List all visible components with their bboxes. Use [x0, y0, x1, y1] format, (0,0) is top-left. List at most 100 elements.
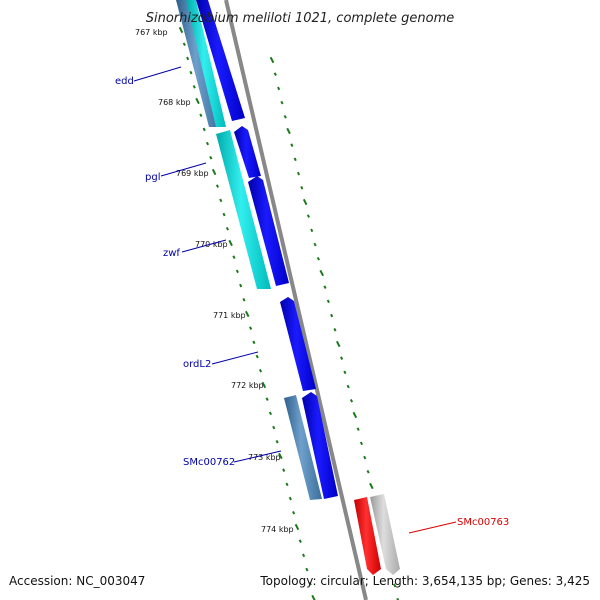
ruler-tick: [261, 381, 267, 389]
leader-line-ordL2: [211, 351, 259, 365]
leader-line-SMc00763: [408, 521, 457, 534]
ruler-tick: [199, 113, 203, 118]
ruler-tick: [209, 155, 213, 160]
ruler-tick: [393, 583, 397, 588]
gene-arrow-pgl-zwf-cyan[interactable]: [216, 130, 271, 289]
ruler-tick: [269, 56, 275, 64]
ruler-tick: [286, 127, 291, 135]
ruler-tick: [235, 269, 239, 274]
gene-arrow-SMc00763[interactable]: [354, 497, 381, 575]
ruler-tick: [300, 185, 304, 190]
ruler-tick: [280, 100, 284, 105]
ruler-tick: [369, 482, 374, 490]
tick-label: 774 kbp: [261, 525, 294, 534]
ruler-tick: [268, 411, 273, 416]
ruler-tick: [330, 313, 334, 318]
ruler-tick: [349, 398, 354, 403]
ruler-tick: [205, 141, 210, 146]
gene-label-leaders: [133, 66, 457, 534]
ruler-tick: [326, 299, 330, 304]
ruler-tick: [202, 127, 206, 132]
ruler-tick: [178, 26, 184, 34]
ruler-tick: [346, 384, 350, 389]
scale-ruler: [178, 26, 316, 600]
gene-arrow-ordL2[interactable]: [280, 297, 316, 391]
gene-features: [176, 0, 400, 575]
ruler-tick: [343, 370, 347, 375]
gene-arrow-blue-3[interactable]: [248, 176, 289, 286]
ruler-tick: [277, 86, 281, 91]
ruler-tick: [302, 198, 308, 206]
ruler-tick: [211, 168, 217, 176]
leader-line-SMc00762: [233, 450, 282, 463]
ruler-tick: [249, 326, 253, 330]
ruler-tick: [340, 356, 344, 360]
gene-label-pgl[interactable]: pgl: [145, 172, 160, 183]
ruler-tick: [359, 441, 364, 446]
ruler-tick: [272, 425, 276, 430]
ruler-tick: [316, 256, 320, 261]
ruler-tick: [189, 70, 193, 75]
ruler-tick: [192, 85, 196, 89]
ruler-tick: [278, 452, 283, 460]
ruler-tick: [182, 42, 186, 47]
gene-label-ordL2[interactable]: ordL2: [183, 359, 211, 370]
ruler-tick: [282, 468, 286, 472]
ruler-tick: [239, 283, 243, 288]
ruler-tick: [336, 340, 341, 348]
ruler-tick: [275, 439, 279, 444]
accession-text: Accession: NC_003047: [9, 574, 146, 588]
ruler-tick: [219, 198, 223, 203]
tick-label: 772 kbp: [231, 381, 264, 390]
ruler-tick: [306, 214, 311, 218]
gene-label-edd[interactable]: edd: [115, 76, 134, 87]
ruler-tick: [283, 115, 287, 119]
ruler-tick: [285, 482, 289, 487]
leader-line-pgl: [160, 162, 207, 177]
gene-arrow-SMc00762[interactable]: [284, 395, 322, 500]
ruler-tick: [305, 567, 309, 572]
ruler-tick: [228, 239, 233, 247]
ruler-tick: [323, 285, 327, 289]
ruler-tick: [265, 397, 269, 401]
ruler-tick: [313, 242, 317, 247]
ruler-tick: [273, 72, 277, 76]
ruler-tick: [311, 594, 316, 600]
ruler-tick: [333, 327, 337, 332]
gene-label-zwf[interactable]: zwf: [163, 248, 180, 259]
ruler-tick: [352, 411, 358, 419]
ruler-tick: [222, 212, 226, 217]
ruler-tick: [255, 354, 259, 359]
gene-arrow-blue-1[interactable]: [196, 0, 245, 121]
gene-arrow-gray[interactable]: [370, 494, 400, 575]
ruler-tick: [302, 553, 306, 558]
topology-text: Topology: circular; Length: 3,654,135 bp…: [260, 574, 590, 588]
leader-line-zwf: [181, 239, 227, 253]
tick-label: 769 kbp: [176, 169, 209, 178]
gene-arrow-blue-5[interactable]: [302, 392, 338, 499]
tick-label: 771 kbp: [213, 311, 246, 320]
ruler-tick: [215, 184, 220, 188]
ruler-tick: [288, 496, 292, 501]
ruler-tick: [225, 226, 229, 231]
ruler-tick: [290, 143, 294, 147]
ruler-tick: [242, 297, 246, 302]
tick-label: 773 kbp: [248, 453, 281, 462]
ruler-tick: [356, 427, 360, 431]
gene-arrow-edd-cyan[interactable]: [186, 0, 226, 127]
gene-arrow-blue-2[interactable]: [234, 126, 261, 178]
ruler-tick: [294, 523, 300, 531]
ruler-tick: [195, 97, 200, 105]
ruler-tick: [319, 269, 324, 277]
ruler-tick: [293, 157, 297, 162]
tick-label: 768 kbp: [158, 98, 191, 107]
gene-label-SMc00763[interactable]: SMc00763: [457, 517, 509, 528]
genome-backbone: [224, 0, 368, 600]
gene-label-SMc00762[interactable]: SMc00762: [183, 457, 235, 468]
ruler-tick: [258, 368, 263, 373]
ruler-tick: [252, 340, 256, 345]
ruler-tick: [296, 171, 301, 176]
ruler-tick: [363, 455, 367, 460]
leader-line-edd: [133, 66, 182, 82]
